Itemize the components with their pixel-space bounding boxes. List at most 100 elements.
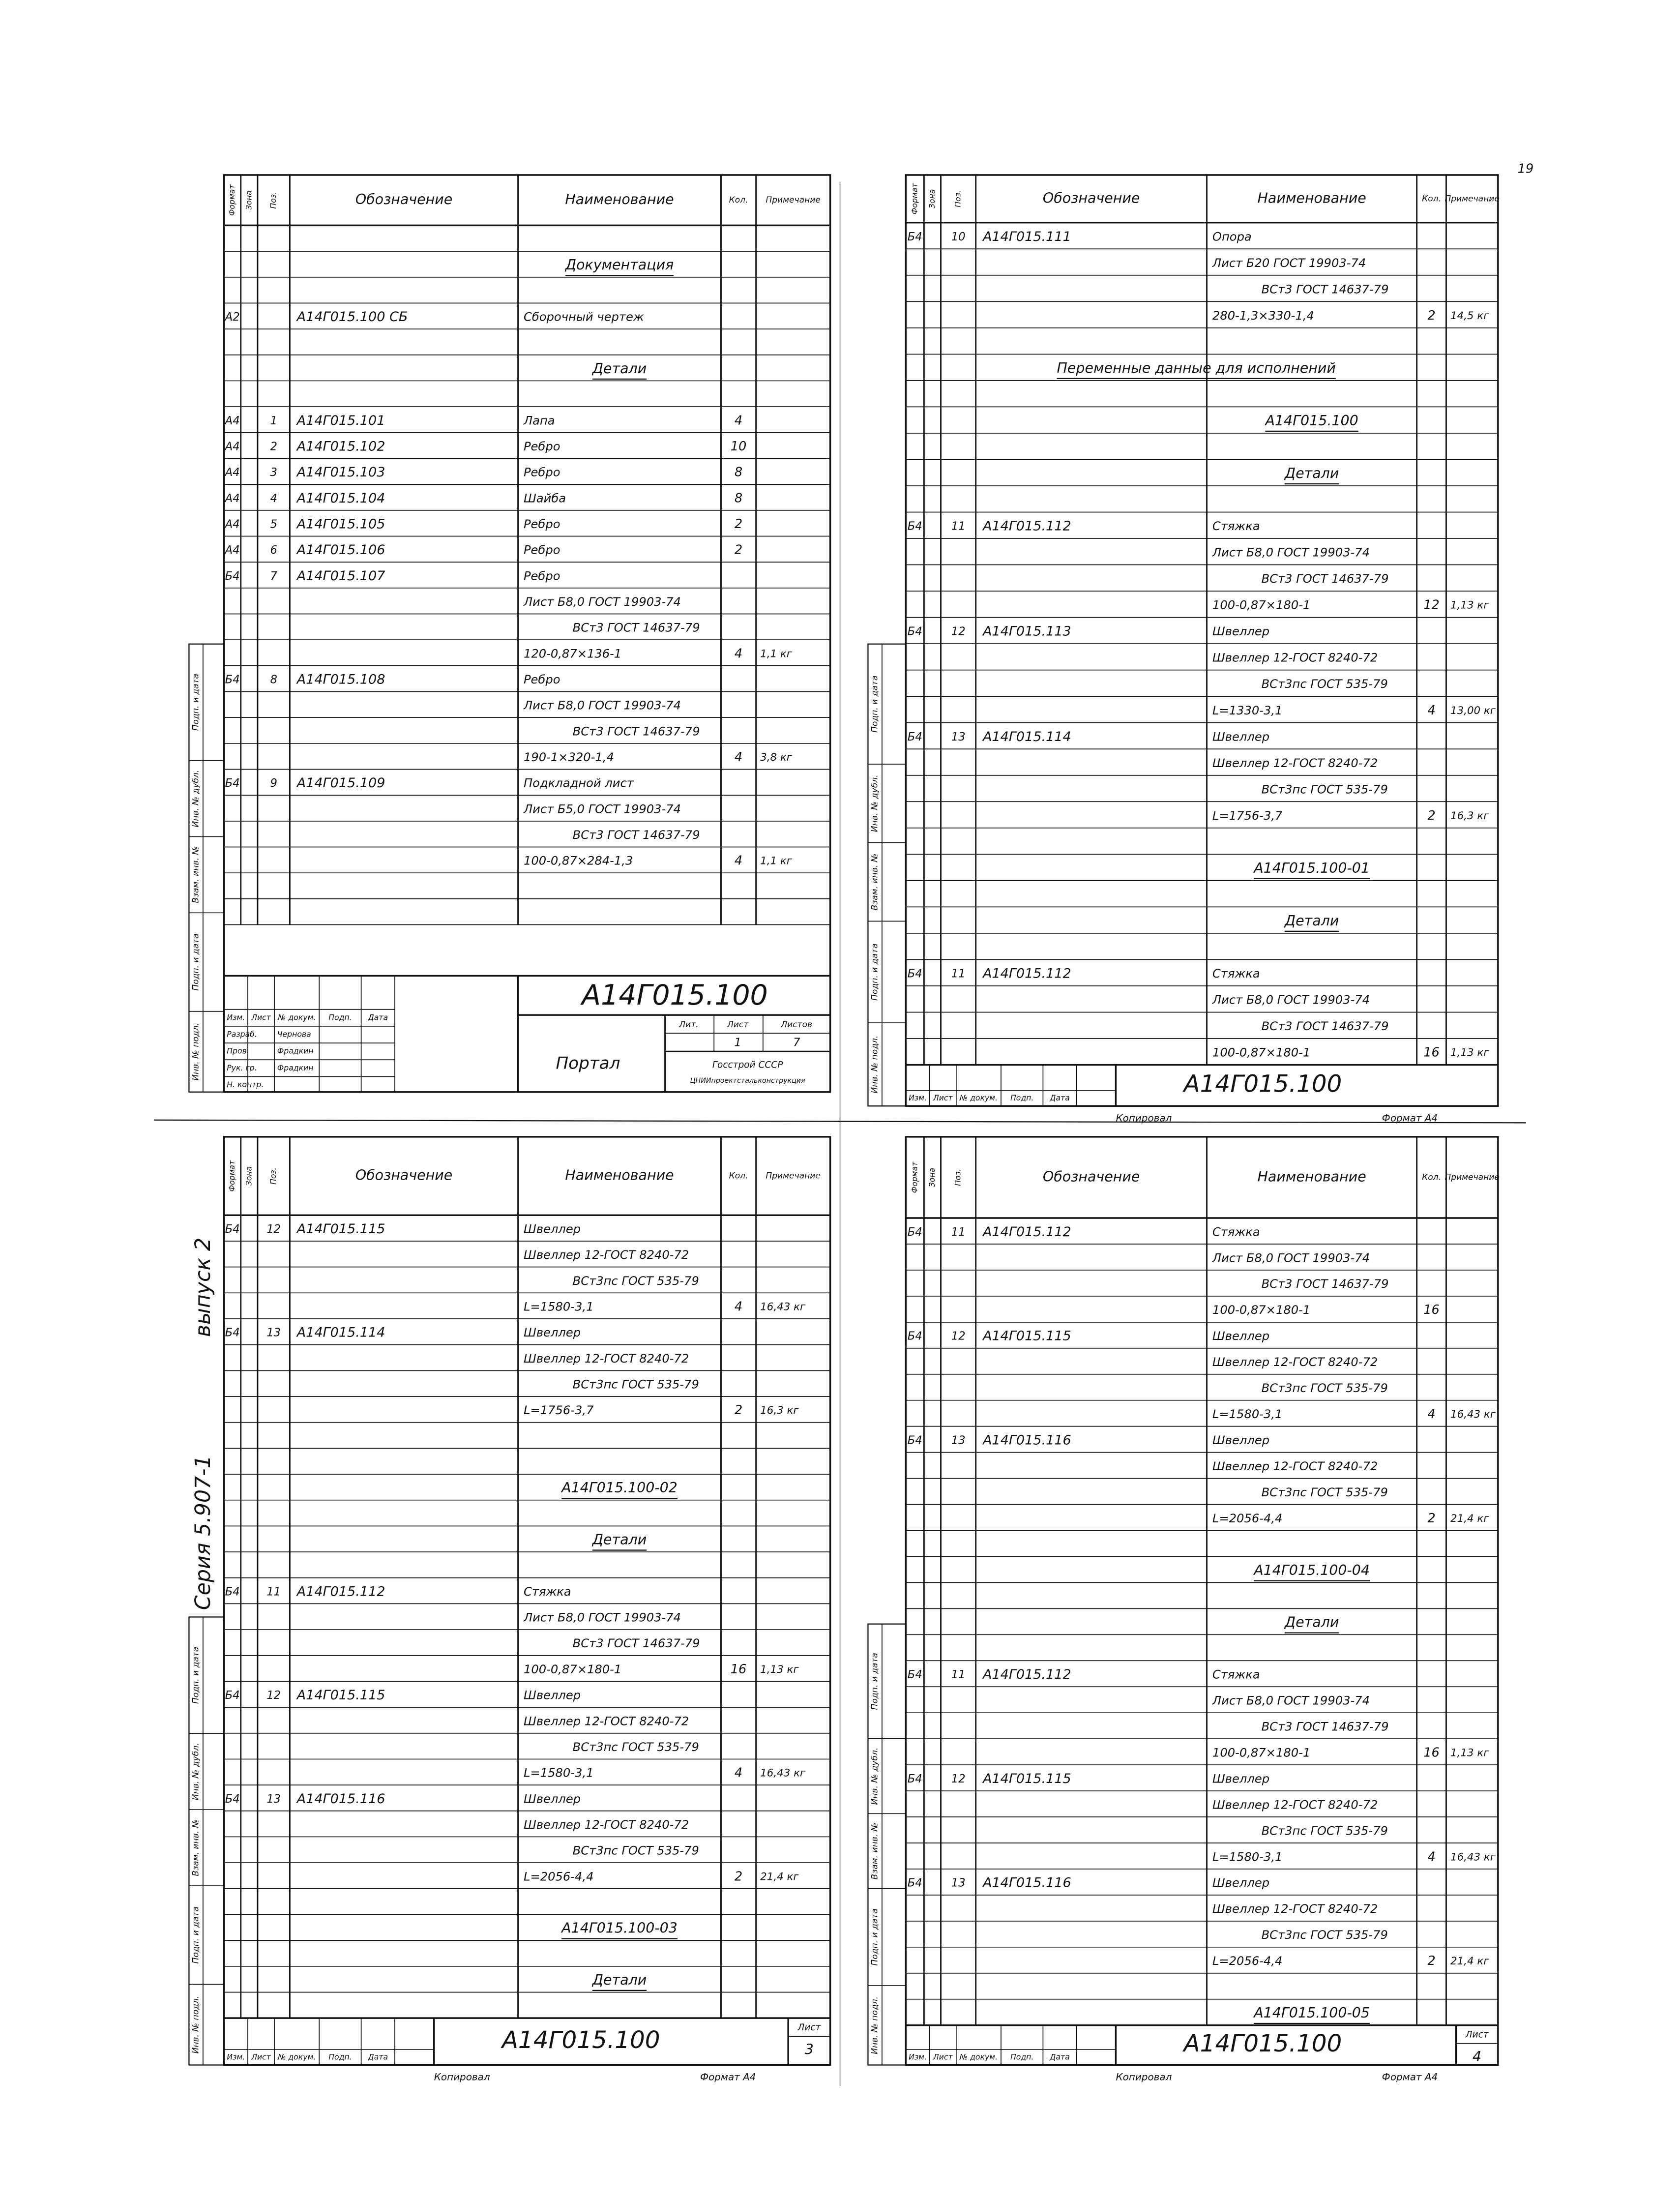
item-name: 280-1,3×330-1,4 (1212, 309, 1314, 323)
revision-header: Лист (251, 1012, 271, 1022)
designation: А14Г015.112 (982, 1667, 1071, 1682)
cell-text: Б4 (908, 731, 922, 743)
column-header: Примечание (766, 1171, 821, 1181)
cell-text: Б4 (225, 1793, 240, 1806)
item-name: Ребро (524, 466, 560, 479)
item-name: ВСт3пс ГОСТ 535-79 (1262, 1485, 1388, 1499)
item-name: Швеллер 12-ГОСТ 8240-72 (1212, 1798, 1378, 1812)
cell-text: Лист (727, 1020, 749, 1030)
organisation: Госстрой СССР (712, 1060, 783, 1070)
item-name: Лист Б8,0 ГОСТ 19903-74 (1212, 993, 1370, 1007)
column-header: Кол. (729, 195, 748, 205)
cell-text: А4 (224, 544, 240, 557)
item-name: 100-0,87×180-1 (1212, 598, 1310, 612)
cell-text: 7 (270, 570, 277, 583)
column-header: Наименование (1257, 190, 1366, 206)
item-name: Швеллер (1212, 624, 1269, 638)
cell-text: Б4 (908, 1330, 922, 1343)
section-title: Детали (1284, 465, 1339, 481)
column-header: Зона (927, 189, 937, 208)
item-name: Швеллер 12-ГОСТ 8240-72 (524, 1818, 689, 1832)
side-stamp-label: Подп. и дата (191, 1647, 201, 1704)
column-header: Кол. (1422, 194, 1441, 204)
item-name: Лист Б8,0 ГОСТ 19903-74 (523, 595, 681, 609)
side-stamp-label: Инв. № подл. (191, 1023, 201, 1081)
item-name: Стяжка (1212, 1225, 1260, 1239)
side-stamp-label: Подп. и дата (191, 674, 201, 731)
item-name: Подкладной лист (524, 776, 634, 790)
document-code: А14Г015.100 (1182, 2030, 1342, 2057)
side-stamp-label: Взам. инв. № (870, 854, 880, 911)
quantity: 4 (735, 1300, 742, 1314)
side-stamp-label: Инв. № подл. (191, 1996, 201, 2054)
sheet-frame (905, 1136, 1499, 2066)
item-name: L=1580-3,1 (1212, 1407, 1283, 1421)
revision-header: Изм. (227, 2052, 245, 2061)
designation: А14Г015.112 (982, 1224, 1071, 1240)
item-name: Швеллер 12-ГОСТ 8240-72 (1212, 1459, 1378, 1473)
document-code: А14Г015.100 (501, 2026, 660, 2054)
cell-text: 5 (270, 518, 277, 531)
side-stamp (188, 1616, 225, 2066)
designation: А14Г015.112 (982, 519, 1071, 534)
item-name: L=1330-3,1 (1212, 704, 1283, 717)
revision-header: Лист (933, 2052, 953, 2061)
column-header: Обозначение (1043, 1168, 1140, 1185)
item-name: Лист Б8,0 ГОСТ 19903-74 (523, 699, 681, 713)
quantity: 12 (1423, 598, 1440, 613)
designation: А14Г015.112 (296, 1584, 385, 1599)
note: 14,5 кг (1450, 310, 1489, 322)
column-header: Наименование (565, 191, 674, 208)
item-name: Швеллер (1212, 1433, 1269, 1447)
cell-text: 12 (951, 625, 966, 638)
note: 21,4 кг (760, 1871, 799, 1883)
item-name: 120-0,87×136-1 (524, 647, 621, 660)
note: 16,43 кг (1450, 1851, 1496, 1863)
column-header: Обозначение (355, 191, 453, 208)
column-header: Зона (244, 1166, 253, 1186)
column-header: Формат (227, 184, 236, 216)
revision-header: № докум. (959, 1093, 998, 1102)
cell-text: 11 (266, 1585, 281, 1598)
footer-copied: Копировал (1116, 1112, 1172, 1124)
item-name: ВСт3 ГОСТ 14637-79 (1262, 572, 1389, 586)
designation: А14Г015.116 (982, 1875, 1071, 1891)
side-stamp-label: Взам. инв. № (191, 1819, 201, 1876)
section-title: А14Г015.100-02 (560, 1480, 678, 1496)
item-name: Швеллер 12-ГОСТ 8240-72 (524, 1248, 689, 1262)
note: 1,1 кг (760, 648, 793, 660)
note: 16,43 кг (1450, 1408, 1496, 1421)
sheet-count: 7 (793, 1037, 800, 1049)
quantity: 4 (1427, 703, 1435, 718)
document-name: Портал (556, 1053, 620, 1073)
quantity: 4 (735, 750, 742, 765)
item-name: L=1580-3,1 (524, 1300, 594, 1314)
item-name: L=2056-4,4 (1212, 1512, 1283, 1525)
side-stamp-label: Инв. № дубл. (191, 1743, 201, 1800)
revision-header: Лист (251, 2052, 271, 2061)
cell-text: Б4 (225, 570, 240, 583)
item-name: ВСт3пс ГОСТ 535-79 (1262, 677, 1388, 691)
item-name: Стяжка (1212, 1668, 1260, 1682)
column-header: Наименование (1257, 1168, 1366, 1185)
item-name: ВСт3 ГОСТ 14637-79 (1262, 282, 1389, 296)
column-header: Формат (910, 1161, 919, 1193)
item-name: Лист Б8,0 ГОСТ 19903-74 (1212, 1694, 1370, 1708)
note: 16,43 кг (760, 1767, 806, 1780)
revision-header: Изм. (227, 1012, 245, 1022)
quantity: 4 (1427, 1849, 1435, 1864)
item-name: Ребро (524, 673, 560, 686)
designation: А14Г015.102 (296, 439, 385, 454)
cell-text: А4 (224, 492, 240, 505)
cell-text: А2 (224, 311, 240, 324)
quantity: 8 (735, 465, 742, 480)
item-name: L=1756-3,7 (524, 1403, 594, 1417)
cell-text: 13 (266, 1793, 281, 1806)
footer-copied: Копировал (434, 2072, 490, 2083)
item-name: Опора (1212, 230, 1252, 243)
side-stamp-label: Инв. № подл. (870, 1996, 880, 2054)
revision-header: Дата (368, 2052, 388, 2061)
item-name: Швеллер (1212, 1329, 1269, 1343)
column-header: Зона (927, 1168, 937, 1187)
item-name: Лист Б8,0 ГОСТ 19903-74 (1212, 1251, 1370, 1265)
